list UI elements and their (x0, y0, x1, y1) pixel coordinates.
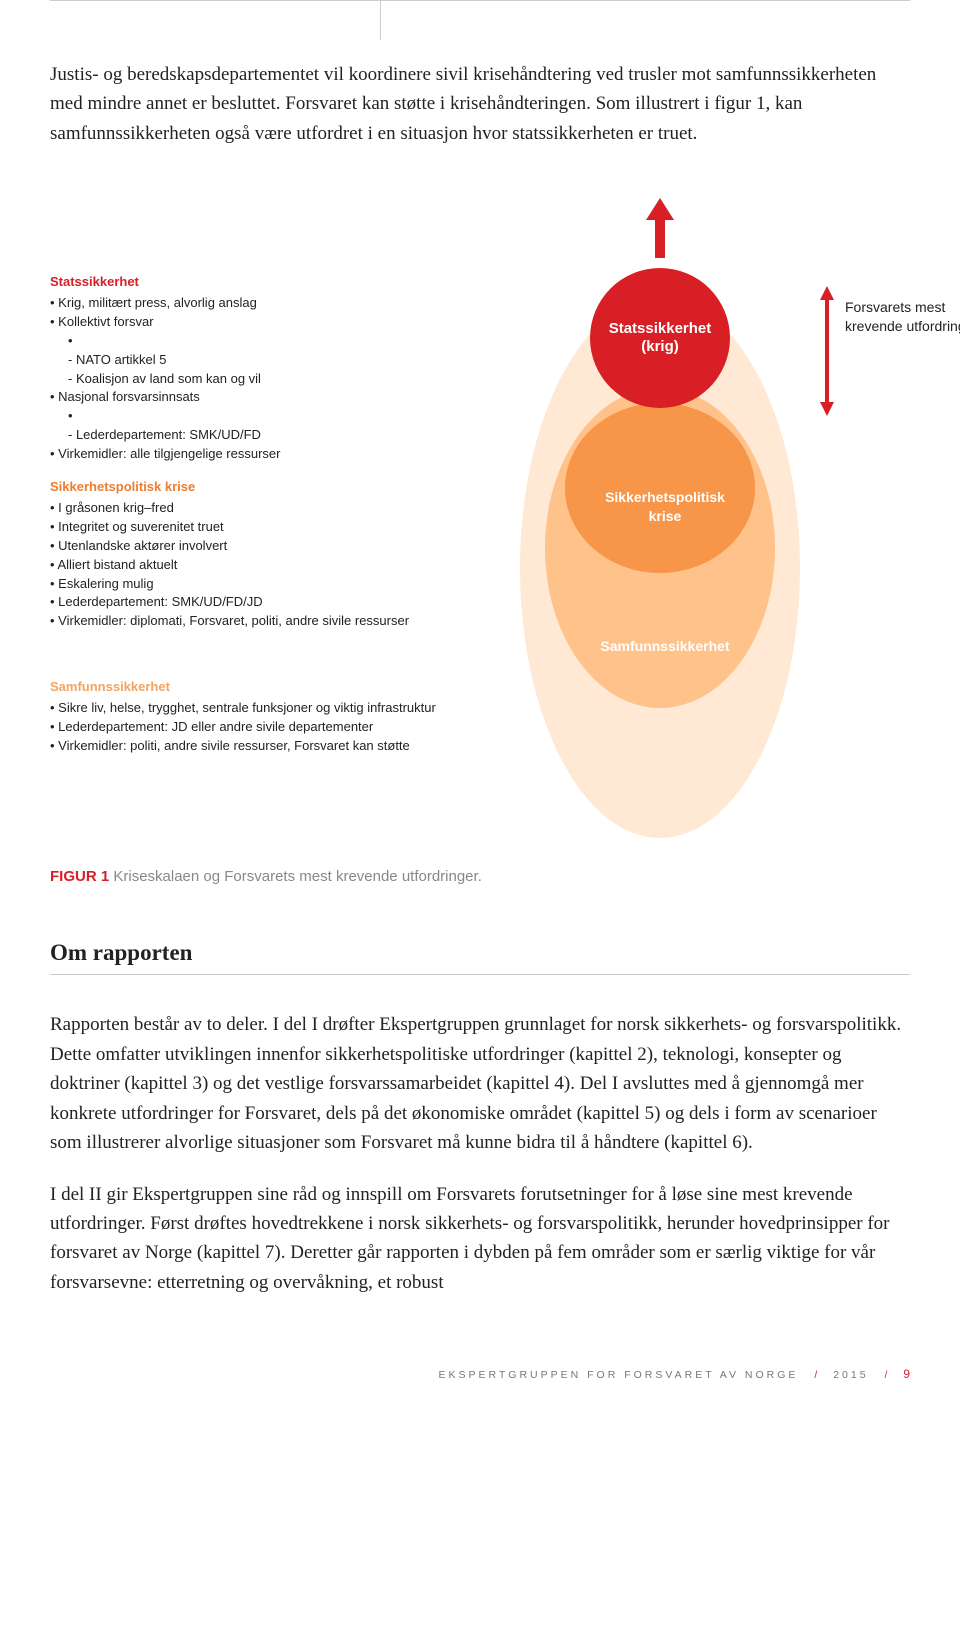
b2-item: Eskalering mulig (50, 575, 530, 594)
section-rule (50, 974, 910, 975)
b3-item: Lederdepartement: JD eller andre sivile … (50, 718, 610, 737)
figure-number: FIGUR 1 (50, 868, 109, 885)
b3-item: Sikre liv, helse, trygghet, sentrale fun… (50, 699, 610, 718)
intro-paragraph: Justis- og beredskapsdepartementet vil k… (50, 60, 910, 148)
footer-sep: / (884, 1369, 887, 1381)
b2-item: Lederdepartement: SMK/UD/FD/JD (50, 593, 530, 612)
figure-caption-text: Kriseskalaen og Forsvarets mest krevende… (113, 868, 482, 885)
footer-sep: / (814, 1369, 817, 1381)
b1-item: Nasjonal forsvarsinnsats (50, 388, 510, 407)
footer-org: EKSPERTGRUPPEN FOR FORSVARET AV NORGE (438, 1369, 798, 1381)
label-sikkerhetspolitisk: Sikkerhetspolitiskkrise (580, 488, 750, 524)
top-rule (50, 0, 910, 1)
arrow-range-icon (820, 286, 834, 421)
b1-item: Virkemidler: alle tilgjengelige ressurse… (50, 445, 510, 464)
footer-year: 2015 (833, 1369, 868, 1381)
b1-item: Kollektivt forsvar (50, 313, 510, 332)
figure-1: Statssikkerhet(krig) Forsvarets mest kre… (50, 198, 910, 838)
block-samfunnssikkerhet: Samfunnssikkerhet Sikre liv, helse, tryg… (50, 678, 610, 755)
arrow-up-icon (646, 198, 674, 263)
b2-item: I gråsonen krig–fred (50, 499, 530, 518)
b1-sub: Koalisjon av land som kan og vil (68, 370, 510, 389)
b1-item: Krig, militært press, alvorlig anslag (50, 294, 510, 313)
b2-item: Integritet og suverenitet truet (50, 518, 530, 537)
circle-label: Statssikkerhet(krig) (609, 320, 712, 358)
block3-title: Samfunnssikkerhet (50, 678, 610, 697)
page-footer: EKSPERTGRUPPEN FOR FORSVARET AV NORGE / … (50, 1367, 910, 1381)
block1-title: Statssikkerhet (50, 273, 510, 292)
top-stub (380, 0, 381, 40)
right-label: Forsvarets mest krevende utfordringer (845, 298, 960, 336)
block-sikkerhetspolitisk: Sikkerhetspolitisk krise I gråsonen krig… (50, 478, 530, 631)
b1-sub: NATO artikkel 5 (68, 351, 510, 370)
footer-page: 9 (903, 1367, 910, 1381)
label-samfunnssikkerhet: Samfunnssikkerhet (580, 638, 750, 654)
figure-caption: FIGUR 1 Kriseskalaen og Forsvarets mest … (50, 868, 910, 885)
b2-item: Virkemidler: diplomati, Forsvaret, polit… (50, 612, 530, 631)
body-paragraph-1: Rapporten består av to deler. I del I dr… (50, 1010, 910, 1157)
b2-item: Alliert bistand aktuelt (50, 556, 530, 575)
b2-item: Utenlandske aktører involvert (50, 537, 530, 556)
body-paragraph-2: I del II gir Ekspertgruppen sine råd og … (50, 1180, 910, 1298)
block2-title: Sikkerhetspolitisk krise (50, 478, 530, 497)
block-statssikkerhet: Statssikkerhet Krig, militært press, alv… (50, 273, 510, 463)
circle-statssikkerhet: Statssikkerhet(krig) (590, 268, 730, 408)
b3-item: Virkemidler: politi, andre sivile ressur… (50, 737, 610, 756)
section-heading: Om rapporten (50, 940, 910, 966)
b1-sub: Lederdepartement: SMK/UD/FD (68, 426, 510, 445)
